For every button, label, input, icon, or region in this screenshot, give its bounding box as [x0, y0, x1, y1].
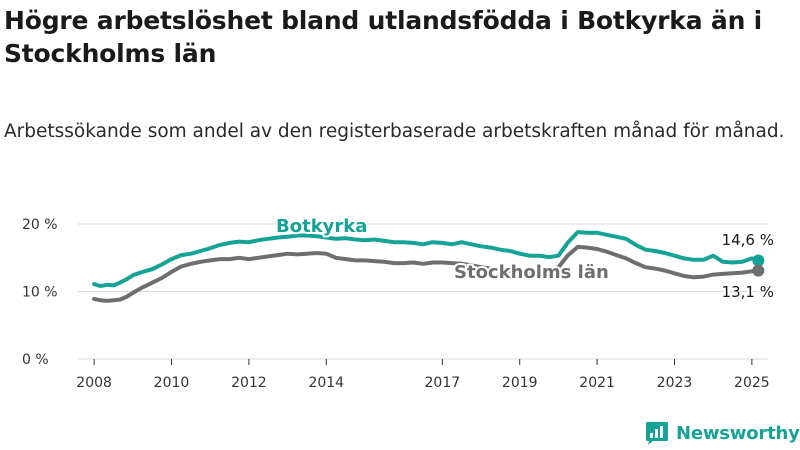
x-tick-label: 2019	[502, 375, 538, 391]
y-tick-label: 10 %	[22, 285, 58, 301]
x-tick-label: 2021	[579, 375, 615, 391]
end-value-label-botkyrka: 14,6 %	[722, 231, 774, 249]
end-point	[752, 254, 765, 267]
x-tick-label: 2010	[154, 375, 190, 391]
chart-subtitle: Arbetssökande som andel av den registerb…	[4, 121, 785, 142]
y-tick-label: 20 %	[22, 217, 58, 233]
series-lines	[92, 230, 765, 303]
x-tick-label: 2023	[657, 375, 693, 391]
newsworthy-brand[interactable]: Newsworthy	[644, 419, 800, 447]
chart-labels: Botkyrka Stockholms län 14,6 % 13,1 %	[274, 214, 776, 303]
chart-title: Högre arbetslöshet bland utlandsfödda i …	[4, 6, 763, 68]
series-label-botkyrka: Botkyrka	[276, 216, 367, 237]
series-line-stockholms-lan	[92, 244, 761, 303]
series-label-stockholms-lan: Stockholms län	[454, 262, 609, 283]
x-tick-label: 2008	[76, 375, 112, 391]
x-axis: 2008 2010 2012 2014 2017 2019 2021 2023 2025	[76, 359, 770, 391]
newsworthy-logo-icon	[646, 422, 668, 445]
x-tick-label: 2014	[308, 375, 344, 391]
brand-name: Newsworthy	[676, 422, 800, 444]
end-value-label-stockholms-lan: 13,1 %	[722, 283, 774, 301]
x-tick-label: 2012	[231, 375, 267, 391]
series-line-botkyrka	[92, 230, 761, 289]
x-tick-label: 2017	[425, 375, 461, 391]
gridlines: 0 % 10 % 20 %	[22, 217, 768, 368]
end-point	[752, 264, 765, 277]
y-tick-label: 0 %	[22, 352, 49, 368]
x-tick-label: 2025	[734, 375, 770, 391]
